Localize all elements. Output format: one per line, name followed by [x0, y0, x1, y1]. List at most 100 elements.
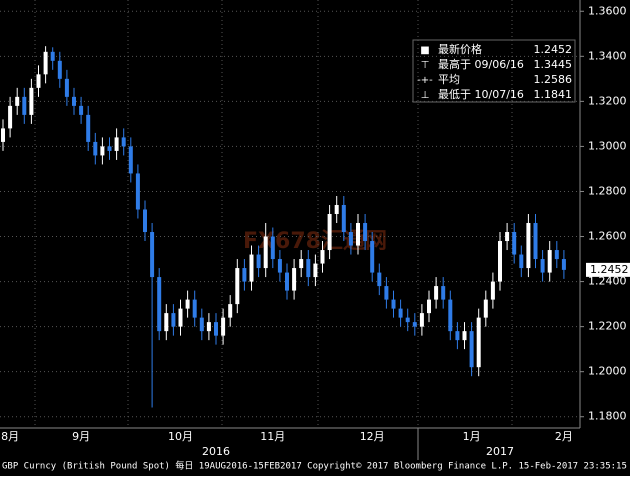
candle-body: [469, 331, 474, 368]
candle-body: [526, 223, 531, 269]
x-tick-label: 9月: [72, 430, 90, 443]
candle-body: [384, 286, 389, 300]
candle-body: [391, 299, 396, 309]
candle-body: [50, 51, 55, 61]
candle-body: [256, 254, 261, 269]
candle-body: [341, 204, 346, 233]
footer: GBP Curncy (British Pound Spot) 每日 19AUG…: [2, 460, 627, 472]
candle-body: [370, 241, 375, 273]
candle-body: [498, 241, 502, 282]
candle-body: [356, 223, 360, 246]
candle-body: [320, 250, 325, 264]
candle-body: [100, 146, 105, 156]
candle-body: [214, 322, 218, 336]
candle-body: [533, 223, 538, 260]
candle-body: [434, 286, 439, 300]
candle-body: [206, 322, 211, 332]
y-tick-label: 1.3400: [588, 49, 627, 62]
candle-body: [412, 322, 417, 327]
candle-body: [285, 272, 289, 291]
y-tick-label: 1.2000: [588, 365, 627, 378]
legend-value: 1.2586: [534, 73, 573, 86]
candle-body: [43, 51, 48, 75]
candle-body: [462, 331, 467, 341]
candle-body: [72, 96, 76, 106]
candle-body: [263, 236, 268, 269]
x-tick-label: 1月: [463, 430, 481, 443]
y-tick-label: 1.2800: [588, 184, 627, 197]
y-tick-label: 1.2200: [588, 320, 627, 333]
candle-body: [398, 308, 403, 318]
candle-body: [363, 223, 368, 242]
candle-body: [448, 299, 453, 332]
year-label: 2016: [202, 445, 230, 458]
x-tick-label: 8月: [1, 430, 19, 443]
candle-body: [135, 173, 140, 210]
legend-value: 1.2452: [534, 43, 573, 56]
candle-body: [143, 209, 147, 233]
candle-body: [299, 259, 304, 269]
candle-body: [199, 317, 204, 332]
legend-label: 最新价格: [438, 42, 482, 56]
candle-body: [377, 272, 382, 287]
candle-body: [192, 299, 197, 318]
candle-body: [476, 317, 481, 368]
legend-box: [412, 39, 576, 103]
last-price-label: 1.2452: [590, 263, 629, 276]
candle-body: [512, 232, 517, 255]
x-tick-label: 2月: [555, 430, 573, 443]
candle-body: [93, 141, 98, 156]
candle-body: [249, 254, 254, 282]
candle-body: [150, 232, 155, 278]
candle-body: [313, 263, 318, 278]
candle-body: [292, 268, 297, 291]
candle-body: [221, 317, 226, 336]
candle-body: [490, 281, 495, 300]
candle-body: [228, 304, 233, 318]
x-tick-label: 11月: [260, 430, 285, 443]
candle-body: [235, 268, 240, 305]
candle-body: [547, 250, 552, 273]
candle-body: [157, 277, 162, 332]
candle-body: [405, 317, 410, 323]
candle-body: [277, 259, 282, 273]
legend-value: 1.1841: [534, 88, 573, 101]
y-tick-label: 1.3000: [588, 139, 627, 152]
candle-body: [114, 137, 119, 151]
candle-body: [178, 308, 183, 327]
y-tick-label: 1.2600: [588, 230, 627, 243]
year-label: 2017: [486, 445, 514, 458]
candle-body: [121, 137, 126, 147]
candle-body: [64, 78, 69, 97]
legend-icon: ■: [420, 45, 429, 56]
candle-body: [164, 313, 169, 332]
candle-body: [505, 232, 510, 242]
candle-body: [8, 105, 13, 129]
candle-body: [1, 128, 5, 142]
last-price-box: [586, 262, 630, 277]
candle-body: [242, 268, 247, 282]
candle-body: [483, 299, 488, 318]
candle-body: [15, 96, 20, 106]
legend-icon: ⊥: [421, 90, 430, 101]
y-tick-label: 1.2400: [588, 275, 627, 288]
candle-body: [270, 236, 275, 260]
candle-body: [561, 259, 566, 270]
candle-body: [441, 286, 446, 300]
candle-body: [185, 299, 190, 309]
candle-body: [419, 313, 424, 327]
legend-value: 1.3445: [534, 58, 573, 71]
legend-icon: ⊤: [421, 60, 430, 71]
candle-body: [107, 146, 112, 151]
candle-body: [57, 60, 62, 79]
legend-label: 最低于 10/07/16: [438, 88, 524, 101]
x-tick-label: 12月: [360, 430, 385, 443]
candle-body: [29, 87, 34, 115]
candle-body: [554, 250, 559, 260]
y-tick-label: 1.3200: [588, 94, 627, 107]
candle-body: [519, 254, 524, 269]
legend-icon: -+-: [417, 75, 433, 86]
candle-body: [128, 146, 133, 174]
candle-body: [348, 232, 353, 246]
